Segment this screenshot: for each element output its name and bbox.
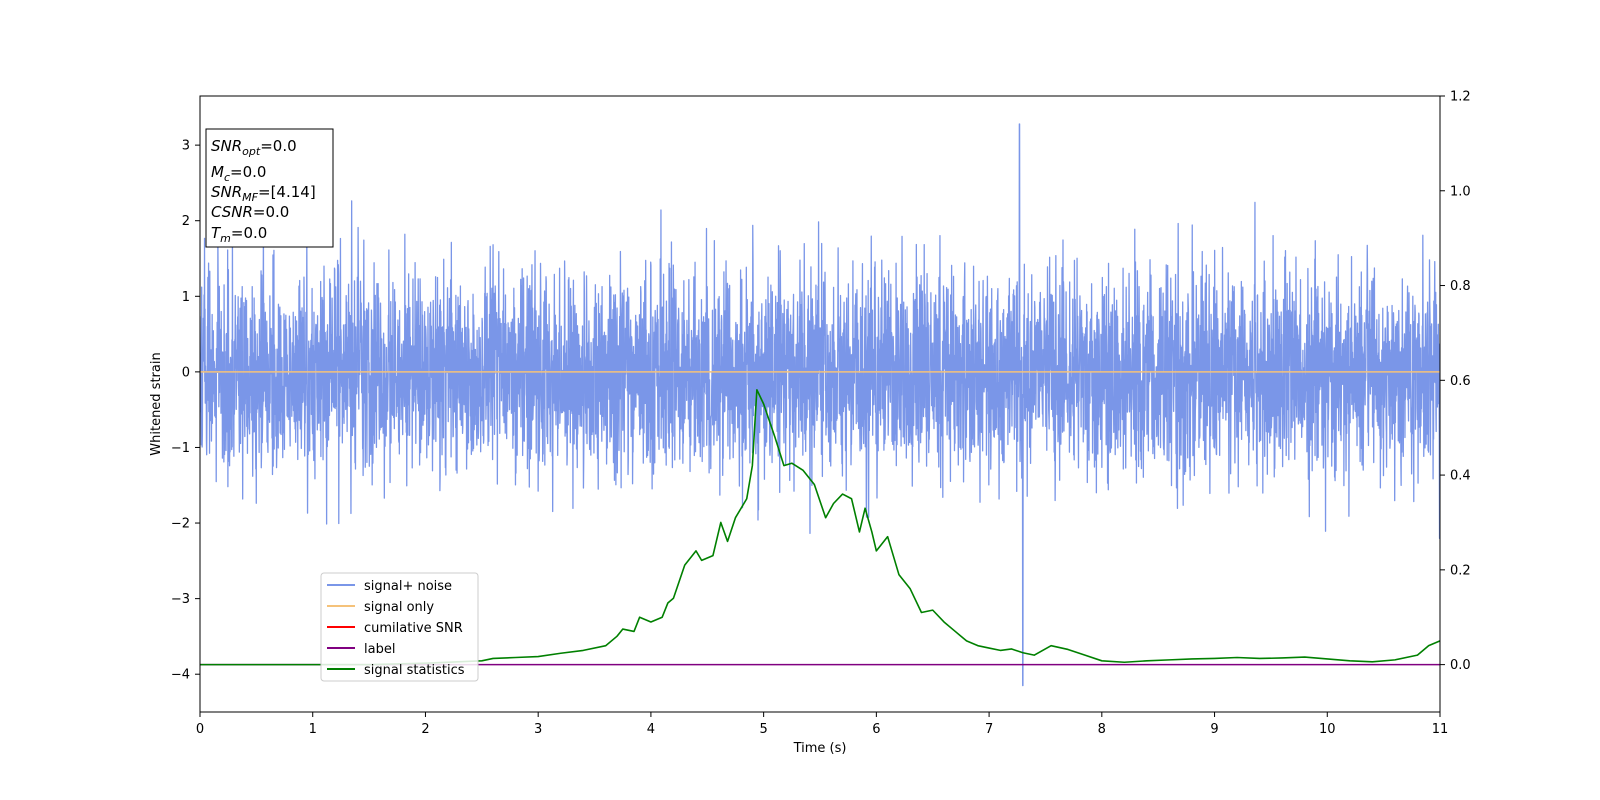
x-axis: 0 1 2 3 4 5 6 7 8 9 10 11 bbox=[196, 712, 1448, 737]
info-snr-opt: SNRopt=0.0 bbox=[211, 137, 297, 158]
y2-tick-label: 1.2 bbox=[1450, 90, 1471, 105]
y2-tick-label: 0.2 bbox=[1450, 563, 1471, 578]
x-tick-label: 7 bbox=[985, 722, 993, 737]
y-tick-label: 1 bbox=[182, 290, 190, 305]
y-tick-label: −2 bbox=[171, 517, 190, 532]
y2-tick-label: 0.0 bbox=[1450, 658, 1471, 673]
series-signal-noise bbox=[200, 123, 1440, 687]
x-tick-label: 2 bbox=[421, 722, 429, 737]
y-tick-label: −1 bbox=[171, 441, 190, 456]
x-tick-label: 0 bbox=[196, 722, 204, 737]
x-tick-label: 9 bbox=[1210, 722, 1218, 737]
info-tm: Tm=0.0 bbox=[211, 224, 267, 245]
x-tick-label: 5 bbox=[759, 722, 767, 737]
y-tick-label: 3 bbox=[182, 139, 190, 154]
y-axis-title: Whitened strain bbox=[149, 352, 164, 455]
legend-label-signal-statistics: signal statistics bbox=[364, 663, 465, 678]
y2-tick-label: 1.0 bbox=[1450, 184, 1471, 199]
legend-label-label: label bbox=[364, 642, 395, 657]
info-csnr: CSNR=0.0 bbox=[211, 203, 289, 221]
info-mc: Mc=0.0 bbox=[211, 163, 266, 184]
y-axis-right: 0.0 0.2 0.4 0.6 0.8 1.0 1.2 bbox=[1440, 90, 1471, 673]
legend-frame bbox=[320, 572, 479, 682]
x-tick-label: 8 bbox=[1098, 722, 1106, 737]
x-axis-title: Time (s) bbox=[793, 741, 847, 756]
x-tick-label: 6 bbox=[872, 722, 880, 737]
legend-label-signal-only: signal only bbox=[364, 600, 434, 615]
series-signal-statistics bbox=[200, 388, 1440, 666]
legend: signal+ noise signal only cumilative SNR… bbox=[320, 572, 479, 682]
x-tick-label: 3 bbox=[534, 722, 542, 737]
y-tick-label: 0 bbox=[182, 365, 190, 380]
plot-frame bbox=[199, 95, 1441, 713]
x-tick-label: 11 bbox=[1432, 722, 1449, 737]
series-line-signal-statistics bbox=[200, 388, 1440, 666]
series-line-signal-noise bbox=[200, 123, 1440, 687]
legend-label-cumulative-snr: cumilative SNR bbox=[364, 621, 463, 636]
x-tick-label: 10 bbox=[1319, 722, 1336, 737]
info-box-frame bbox=[205, 128, 334, 248]
y-axis-left: −4 −3 −2 −1 0 1 2 3 bbox=[171, 139, 200, 683]
x-tick-label: 4 bbox=[647, 722, 655, 737]
x-tick-label: 1 bbox=[309, 722, 317, 737]
info-snr-mf: SNRMF=[4.14] bbox=[211, 183, 316, 204]
y2-tick-label: 0.8 bbox=[1450, 279, 1471, 294]
legend-label-signal-noise: signal+ noise bbox=[364, 579, 452, 594]
y-tick-label: −4 bbox=[171, 668, 190, 683]
y2-tick-label: 0.6 bbox=[1450, 374, 1471, 389]
y-tick-label: 2 bbox=[182, 214, 190, 229]
y2-tick-label: 0.4 bbox=[1450, 469, 1471, 484]
info-box: SNRopt=0.0 Mc=0.0 SNRMF=[4.14] CSNR=0.0 … bbox=[205, 128, 334, 248]
y-tick-label: −3 bbox=[171, 592, 190, 607]
